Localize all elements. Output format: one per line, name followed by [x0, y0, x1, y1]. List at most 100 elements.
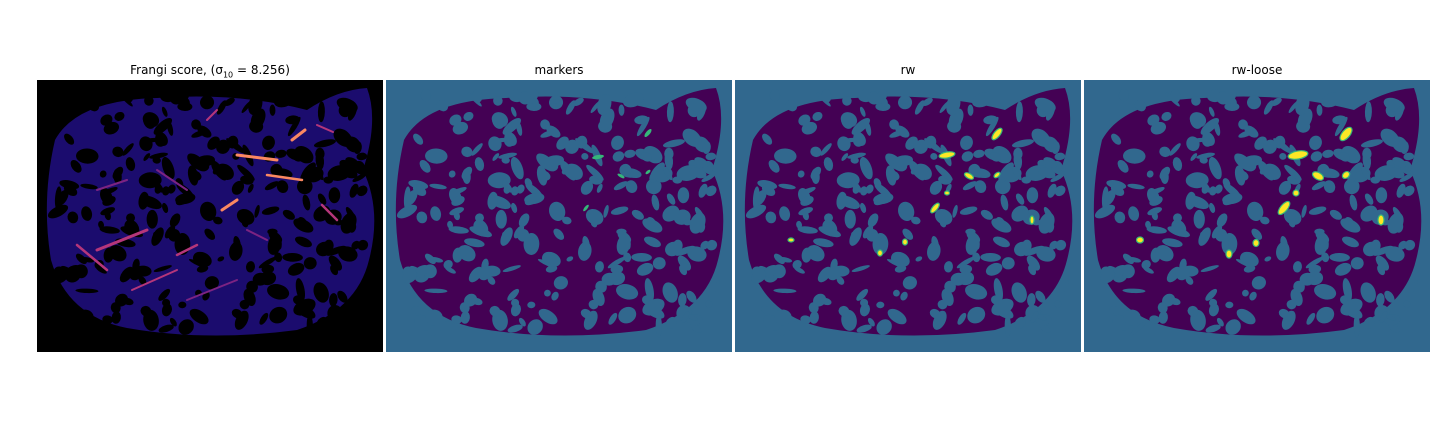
texture-blob: [889, 119, 899, 130]
texture-blob: [270, 163, 283, 177]
texture-blob: [402, 266, 417, 281]
texture-blob: [1012, 167, 1022, 181]
texture-blob: [876, 301, 885, 309]
texture-blob: [935, 164, 953, 181]
texture-blob: [492, 153, 500, 161]
texture-blob: [611, 135, 624, 151]
texture-blob: [162, 202, 169, 214]
texture-blob: [267, 283, 290, 300]
texture-blob: [1404, 239, 1416, 251]
texture-blob: [1306, 271, 1324, 286]
texture-blob: [850, 156, 859, 164]
texture-blob: [1273, 138, 1292, 154]
texture-blob: [237, 164, 255, 181]
texture-blob: [158, 324, 174, 333]
texture-blob: [751, 266, 766, 281]
texture-blob: [1342, 278, 1353, 302]
texture-blob: [1187, 305, 1199, 317]
texture-blob: [1038, 167, 1056, 179]
texture-blob: [581, 153, 589, 160]
segment-blob: [930, 202, 940, 214]
texture-blob: [816, 92, 831, 107]
texture-blob: [300, 162, 316, 180]
texture-blob: [162, 186, 170, 196]
vessel-streak: [265, 173, 304, 182]
texture-blob: [1155, 245, 1174, 262]
texture-blob: [613, 181, 628, 191]
segment-blob: [1287, 150, 1309, 160]
texture-blob: [960, 135, 973, 151]
texture-blob: [1216, 91, 1230, 105]
texture-blob: [207, 136, 220, 150]
texture-blob: [500, 227, 513, 246]
texture-blob: [183, 98, 190, 107]
texture-blob: [1334, 262, 1352, 276]
texture-blob: [262, 135, 275, 151]
texture-blob: [1340, 218, 1361, 233]
texture-blob: [264, 181, 279, 191]
texture-blob: [885, 165, 897, 186]
texture-blob: [892, 155, 913, 167]
texture-blob: [705, 185, 717, 197]
texture-blob: [1387, 167, 1405, 179]
texture-blob: [934, 208, 953, 225]
texture-blob: [967, 306, 986, 324]
texture-blob: [1146, 170, 1154, 178]
texture-blob: [1243, 265, 1256, 273]
segment-blob: [787, 237, 795, 243]
texture-blob: [285, 115, 300, 125]
texture-blob: [502, 180, 513, 193]
texture-blob: [1205, 288, 1218, 301]
texture-blob: [911, 216, 921, 225]
texture-blob: [1191, 96, 1201, 106]
texture-blob: [291, 152, 303, 162]
texture-blob: [236, 208, 255, 225]
texture-blob: [1175, 266, 1190, 281]
texture-blob: [1251, 276, 1266, 290]
texture-blob: [151, 227, 164, 246]
texture-blob: [610, 264, 624, 274]
texture-blob: [108, 245, 127, 262]
texture-blob: [1111, 133, 1122, 145]
texture-blob: [847, 152, 866, 159]
texture-blob: [983, 115, 998, 125]
texture-blob: [1127, 183, 1145, 190]
texture-blob: [991, 218, 1012, 233]
texture-blob: [794, 266, 805, 274]
segment-blob: [592, 154, 604, 160]
texture-blob: [1340, 298, 1363, 316]
texture-blob: [226, 138, 245, 154]
vessel-streak: [96, 179, 128, 191]
texture-blob: [867, 213, 879, 228]
texture-blob: [313, 282, 329, 303]
texture-blob: [1149, 315, 1161, 324]
texture-blob: [194, 155, 215, 167]
texture-blob: [867, 317, 875, 327]
segment-blob: [876, 249, 884, 257]
texture-blob: [1186, 136, 1200, 152]
texture-blob: [636, 262, 654, 276]
texture-blob: [1162, 238, 1183, 248]
texture-blob: [447, 220, 454, 229]
texture-blob: [332, 311, 341, 323]
texture-blob: [800, 315, 812, 324]
segment-blob: [993, 171, 1001, 179]
texture-blob: [315, 147, 325, 161]
texture-blob: [1308, 264, 1322, 274]
texture-blob: [993, 236, 1010, 248]
texture-blob: [193, 251, 212, 267]
texture-blob: [1157, 302, 1168, 314]
texture-blob: [824, 213, 833, 223]
texture-blob: [333, 128, 353, 147]
texture-blob: [631, 209, 644, 220]
texture-blob: [102, 315, 114, 324]
texture-blob: [1196, 152, 1215, 159]
texture-blob: [1385, 246, 1405, 262]
texture-blob: [1279, 153, 1287, 160]
texture-blob: [762, 133, 773, 145]
texture-blob: [612, 151, 625, 162]
texture-blob: [596, 183, 603, 193]
texture-blob: [100, 207, 115, 216]
texture-blob: [246, 280, 258, 293]
vessel-streak: [156, 169, 188, 191]
